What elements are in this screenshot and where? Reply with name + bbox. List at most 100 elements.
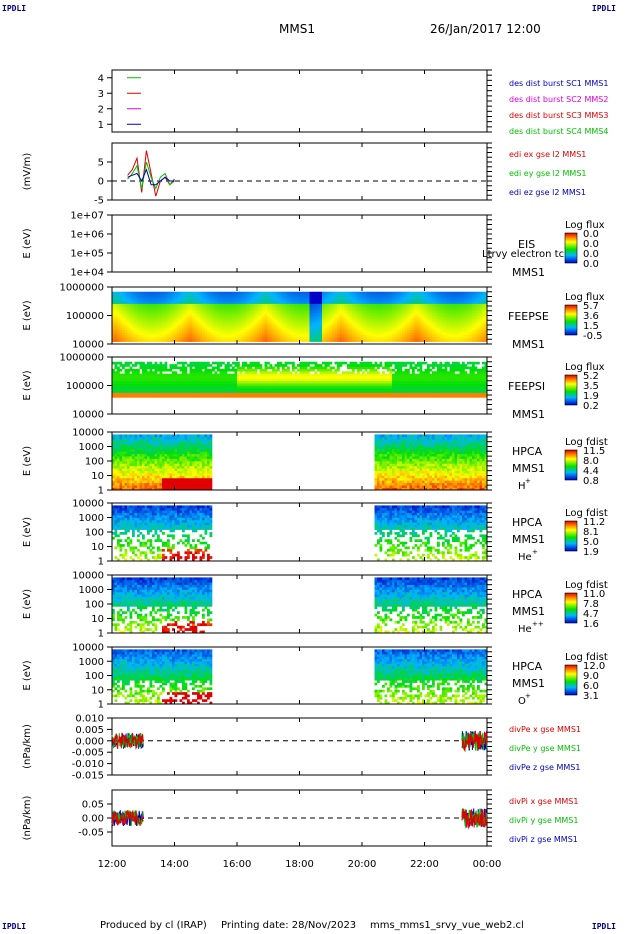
- heatmap-cell: [134, 308, 138, 312]
- heatmap-cell: [384, 334, 388, 338]
- heatmap-cell: [257, 380, 260, 384]
- heatmap-cell: [397, 392, 400, 396]
- heatmap-cell: [389, 315, 393, 319]
- heatmap-cell: [312, 296, 315, 300]
- heatmap-cell: [332, 376, 335, 379]
- heatmap-cell: [239, 315, 243, 319]
- heatmap-cell: [299, 322, 303, 326]
- heatmap-cell: [192, 339, 195, 342]
- heatmap-cell: [387, 368, 390, 372]
- heatmap-cell: [367, 339, 370, 342]
- heatmap-cell: [222, 303, 225, 307]
- heatmap-cell: [277, 390, 280, 393]
- heatmap-cell: [264, 325, 268, 328]
- heatmap-cell: [139, 329, 143, 333]
- heatmap-cell: [467, 317, 470, 321]
- heatmap-cell: [382, 334, 385, 338]
- heatmap-cell: [237, 339, 240, 342]
- heatmap-cell: [329, 390, 333, 393]
- heatmap-cell: [307, 310, 310, 314]
- heatmap-cell: [117, 334, 120, 338]
- heatmap-cell: [369, 320, 373, 323]
- heatmap-cell: [157, 325, 160, 328]
- heatmap-cell: [247, 380, 250, 384]
- heatmap-cell: [359, 315, 363, 319]
- heatmap-cell: [282, 298, 285, 302]
- heatmap-cell: [149, 376, 153, 379]
- heatmap-cell: [222, 368, 225, 372]
- heatmap-cell: [329, 366, 333, 370]
- heatmap-cell: [202, 390, 205, 393]
- heatmap-cell: [179, 313, 183, 316]
- heatmap-cell: [237, 296, 240, 300]
- heatmap-cell: [229, 313, 233, 316]
- heatmap-cell: [382, 313, 385, 316]
- heatmap-cell: [169, 291, 173, 295]
- heatmap-cell: [414, 395, 418, 398]
- heatmap-cell: [317, 296, 320, 300]
- heatmap-cell: [227, 315, 230, 319]
- heatmap-cell: [114, 306, 118, 309]
- heatmap-cell: [382, 306, 385, 309]
- heatmap-cell: [307, 320, 310, 323]
- heatmap-cell: [219, 371, 223, 374]
- heatmap-cell: [387, 373, 390, 377]
- heatmap-cell: [372, 315, 375, 319]
- heatmap-cell: [324, 332, 328, 335]
- heatmap-cell: [204, 368, 208, 372]
- heatmap-cell: [164, 378, 168, 382]
- heatmap-cell: [267, 383, 270, 386]
- heatmap-cell: [129, 339, 133, 342]
- heatmap-cell: [292, 315, 295, 319]
- heatmap-cell: [329, 368, 333, 372]
- heatmap-cell: [144, 294, 148, 297]
- heatmap-cell: [332, 378, 335, 382]
- heatmap-cell: [297, 308, 300, 312]
- heatmap-cell: [469, 315, 473, 319]
- heatmap-cell: [357, 294, 360, 297]
- heatmap-cell: [157, 296, 160, 300]
- heatmap-cell: [337, 310, 340, 314]
- heatmap-cell: [362, 296, 365, 300]
- heatmap-cell: [314, 390, 318, 393]
- heatmap-cell: [299, 378, 303, 382]
- heatmap-cell: [169, 322, 173, 326]
- heatmap-cell: [329, 395, 333, 398]
- heatmap-cell: [347, 325, 350, 328]
- heatmap-cell: [279, 296, 283, 300]
- heatmap-cell: [407, 387, 410, 391]
- heatmap-cell: [392, 376, 395, 379]
- heatmap-cell: [462, 306, 465, 309]
- heatmap-cell: [299, 327, 303, 331]
- heatmap-cell: [402, 322, 405, 326]
- heatmap-cell: [159, 395, 163, 398]
- heatmap-cell: [197, 395, 200, 398]
- heatmap-cell: [252, 306, 255, 309]
- heatmap-cell: [112, 395, 115, 398]
- heatmap-cell: [194, 325, 198, 328]
- heatmap-cell: [434, 336, 438, 340]
- heatmap-cell: [369, 339, 373, 342]
- heatmap-cell: [164, 329, 168, 333]
- heatmap-cell: [277, 315, 280, 319]
- heatmap-cell: [149, 327, 153, 331]
- heatmap-cell: [232, 378, 235, 382]
- heatmap-cell: [182, 317, 185, 321]
- heatmap-cell: [317, 387, 320, 391]
- heatmap-cell: [432, 308, 435, 312]
- heatmap-cell: [277, 376, 280, 379]
- heatmap-cell: [339, 392, 343, 396]
- heatmap-cell: [359, 339, 363, 342]
- heatmap-cell: [194, 320, 198, 323]
- heatmap-cell: [297, 313, 300, 316]
- heatmap-cell: [184, 378, 188, 382]
- heatmap-cell: [377, 322, 380, 326]
- heatmap-cell: [234, 383, 238, 386]
- heatmap-cell: [307, 361, 310, 365]
- heatmap-cell: [172, 301, 175, 304]
- heatmap-cell: [449, 329, 453, 333]
- heatmap-cell: [464, 320, 468, 323]
- heatmap-cell: [297, 395, 300, 398]
- heatmap-cell: [332, 371, 335, 374]
- heatmap-cell: [434, 332, 438, 335]
